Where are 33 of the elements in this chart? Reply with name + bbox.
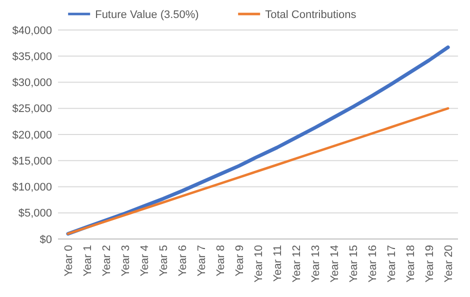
x-tick-label: Year 9 [234,245,246,276]
x-tick-label: Year 8 [214,245,227,276]
y-tick-label: $20,000 [12,129,52,142]
y-tick-label: $40,000 [12,24,52,37]
x-tick-label: Year 18 [404,245,417,283]
x-tick-label: Year 7 [196,245,208,276]
legend-label: Total Contributions [265,8,357,21]
y-tick-label: $0 [40,234,52,246]
x-tick-label: Year 16 [366,245,379,283]
y-tick-label: $5,000 [18,208,52,220]
x-tick-label: Year 10 [252,245,265,283]
x-tick-label: Year 14 [328,245,341,283]
y-tick-label: $35,000 [12,50,52,63]
x-tick-label: Year 2 [100,245,113,276]
line-series [66,107,450,235]
y-tick-label: $10,000 [12,182,52,194]
x-tick-label: Year 0 [62,245,75,276]
x-tick-label: Year 3 [120,245,132,276]
x-tick-label: Year 6 [176,245,189,276]
legend-label: Future Value (3.50%) [95,8,199,21]
y-tick-label: $30,000 [12,77,52,90]
y-tick-label: $15,000 [12,155,52,168]
x-tick-label: Year 15 [348,245,360,283]
x-tick-label: Year 17 [386,245,398,283]
x-tick-label: Year 1 [82,245,94,276]
y-tick-label: $25,000 [12,103,52,116]
x-tick-label: Year 5 [158,245,170,276]
x-tick-label: Year 20 [442,245,455,283]
x-tick-label: Year 4 [138,245,151,276]
x-tick-label: Year 19 [424,245,436,283]
x-tick-label: Year 12 [290,245,303,283]
x-tick-label: Year 13 [310,245,322,283]
x-tick-label: Year 11 [272,245,284,282]
